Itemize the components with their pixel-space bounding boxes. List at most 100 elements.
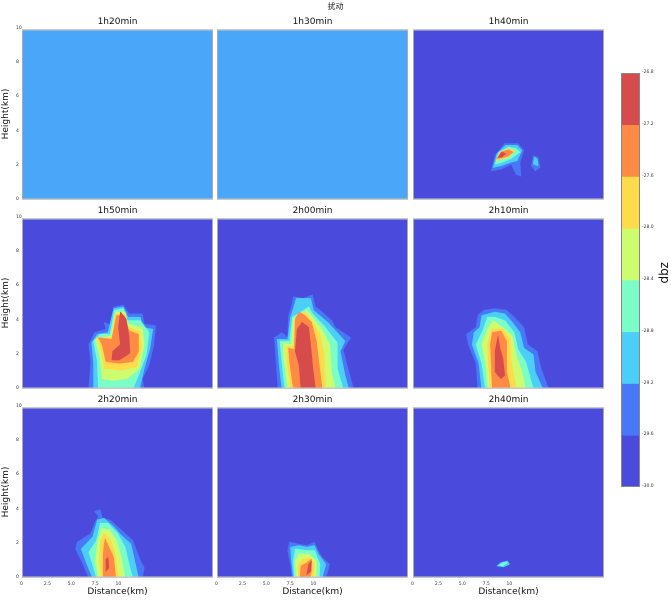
x-tick-label: 5.0: [458, 582, 466, 587]
x-axis-label: Distance(km): [478, 587, 539, 597]
y-tick-label: 8: [16, 249, 19, 255]
contour-plot: [22, 218, 213, 389]
x-tick-label: 5.0: [67, 582, 75, 587]
x-tick-label: 2.5: [238, 582, 247, 587]
colorbar-band-6: [621, 124, 640, 177]
colorbar-tick-label: -27.2: [642, 121, 654, 127]
colorbar-band-7: [621, 73, 640, 126]
contour-background: [22, 29, 213, 200]
subplot-title: 2h20min: [97, 395, 138, 405]
colorbar-band-0: [621, 435, 640, 488]
subplot-1h50min: [22, 218, 213, 389]
y-tick-label: 4: [16, 317, 19, 323]
y-tick-label: 6: [16, 283, 19, 289]
y-axis-label: Height(km): [1, 277, 11, 328]
contour-plot: [217, 218, 408, 389]
y-tick-label: 6: [16, 94, 19, 100]
contour-plot: [217, 407, 408, 578]
colorbar-tick-label: -28.0: [642, 225, 654, 231]
subplot-1h40min: [413, 29, 604, 200]
contour-plot: [22, 407, 213, 578]
x-tick-label: 5.0: [262, 582, 270, 587]
colorbar-tick-label: -29.6: [642, 432, 654, 438]
figure-title: 扰动: [327, 2, 344, 11]
y-tick-label: 10: [16, 26, 22, 31]
y-tick-label: 0: [16, 197, 19, 202]
contour-plot: [217, 29, 408, 200]
subplot-2h10min: [413, 218, 604, 389]
x-tick-label: 7.5: [286, 582, 294, 587]
contour-level-2: [533, 157, 539, 167]
colorbar-tick-label: -30.0: [642, 484, 654, 489]
contour-background: [217, 29, 408, 200]
x-tick-label: 10: [310, 582, 317, 587]
subplot-title: 2h10min: [488, 206, 529, 216]
subplot-2h40min: [413, 407, 604, 578]
contour-level-7: [306, 560, 312, 575]
y-tick-label: 2: [16, 540, 19, 546]
x-tick-label: 10: [506, 582, 513, 587]
contour-level-7: [497, 151, 506, 158]
y-tick-label: 8: [16, 438, 19, 444]
contour-level-7: [295, 322, 316, 389]
colorbar-band-1: [621, 383, 640, 436]
subplot-title: 1h50min: [97, 206, 138, 216]
colorbar-band-3: [621, 280, 640, 333]
subplot-title: 1h30min: [292, 17, 333, 27]
subplot-title: 2h00min: [292, 206, 333, 216]
x-tick-label: 2.5: [43, 582, 52, 587]
contour-plot: [413, 218, 604, 389]
y-tick-label: 2: [16, 162, 19, 168]
y-tick-label: 6: [16, 472, 19, 478]
subplot-1h20min: [22, 29, 213, 200]
colorbar-band-2: [621, 331, 640, 384]
x-axis-label: Distance(km): [87, 587, 148, 597]
x-tick-label: 0: [411, 582, 414, 587]
x-tick-label: 2.5: [434, 582, 443, 587]
y-tick-label: 0: [16, 386, 19, 391]
x-tick-label: 7.5: [91, 582, 99, 587]
y-tick-label: 0: [16, 575, 19, 580]
contour-level-3: [498, 562, 508, 567]
x-tick-label: 0: [215, 582, 218, 587]
colorbar-band-4: [621, 228, 640, 281]
contour-background: [413, 407, 604, 578]
x-tick-label: 7.5: [482, 582, 490, 587]
colorbar: [621, 73, 640, 488]
contour-level-7: [111, 311, 131, 361]
colorbar-tick-label: -26.8: [642, 70, 654, 75]
contour-plot: [413, 29, 604, 200]
x-tick-label: 0: [20, 582, 23, 587]
subplot-title: 2h30min: [292, 395, 333, 405]
y-tick-label: 4: [16, 128, 19, 134]
subplot-2h00min: [217, 218, 408, 389]
contour-plot: [22, 29, 213, 200]
colorbar-tick-label: -28.4: [642, 277, 654, 282]
y-tick-label: 4: [16, 506, 19, 512]
colorbar-label: dbz: [657, 262, 671, 284]
colorbar-tick-label: -29.2: [642, 380, 654, 386]
y-tick-label: 10: [16, 215, 22, 220]
subplot-2h20min: [22, 407, 213, 578]
contour-level-7: [494, 335, 505, 379]
y-tick-label: 10: [16, 404, 22, 409]
subplot-title: 1h20min: [97, 17, 138, 27]
colorbar-tick-label: -28.8: [642, 328, 654, 334]
colorbar-frame: [621, 73, 640, 487]
contour-level-7: [105, 557, 110, 572]
x-tick-label: 10: [115, 582, 122, 587]
contour-plot: [413, 407, 604, 578]
y-axis-label: Height(km): [1, 88, 11, 139]
subplot-title: 1h40min: [488, 17, 529, 27]
subplot-2h30min: [217, 407, 408, 578]
subplot-1h30min: [217, 29, 408, 200]
colorbar-swatches: [621, 73, 640, 488]
subplot-title: 2h40min: [488, 395, 529, 405]
colorbar-tick-label: -27.6: [642, 173, 654, 179]
y-axis-label: Height(km): [1, 466, 11, 517]
y-tick-label: 2: [16, 351, 19, 357]
contour-background: [413, 29, 604, 200]
x-axis-label: Distance(km): [282, 587, 343, 597]
colorbar-band-5: [621, 176, 640, 229]
y-tick-label: 8: [16, 60, 19, 66]
